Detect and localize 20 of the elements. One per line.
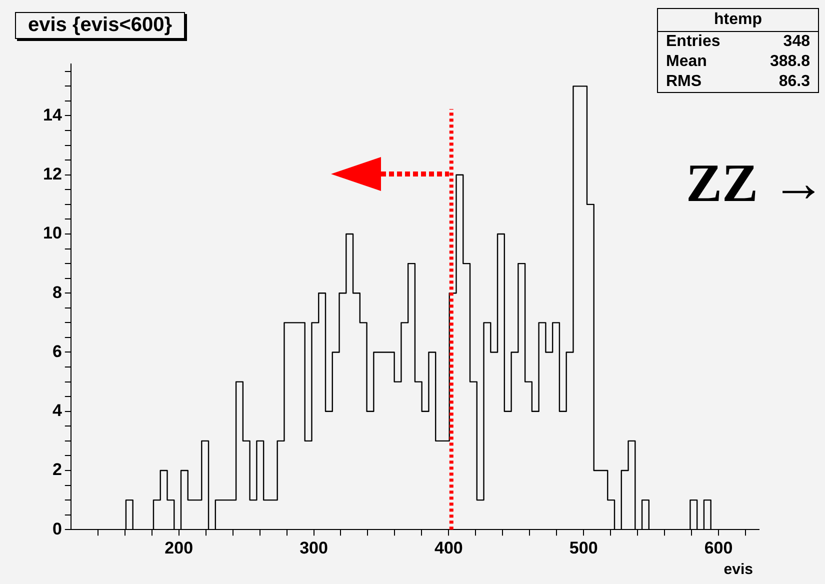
text: htemp: [658, 9, 818, 32]
x-axis-title: evis: [724, 561, 753, 578]
x-tick-label: 300: [300, 538, 328, 558]
x-tick-label: 600: [704, 538, 733, 558]
x-tick-label: 500: [569, 538, 598, 558]
y-tick-label: 10: [42, 224, 62, 243]
chart-title: evis {evis<600}: [15, 12, 186, 39]
text: Entries 348: [666, 33, 810, 50]
text: RMS 86.3: [666, 73, 810, 90]
x-tick-label: 200: [164, 538, 194, 558]
y-tick-label: 6: [52, 342, 62, 361]
y-tick-label: 8: [52, 282, 62, 302]
y-tick-label: 0: [52, 519, 62, 538]
y-tick-label: 4: [52, 401, 62, 420]
y-tick-label: 12: [42, 164, 62, 184]
annotation: ZZ →: [686, 152, 825, 214]
y-tick-label: 14: [42, 105, 62, 124]
y-tick-label: 2: [52, 460, 62, 480]
text: Mean 388.8: [666, 53, 810, 70]
x-tick-label: 400: [434, 538, 463, 558]
